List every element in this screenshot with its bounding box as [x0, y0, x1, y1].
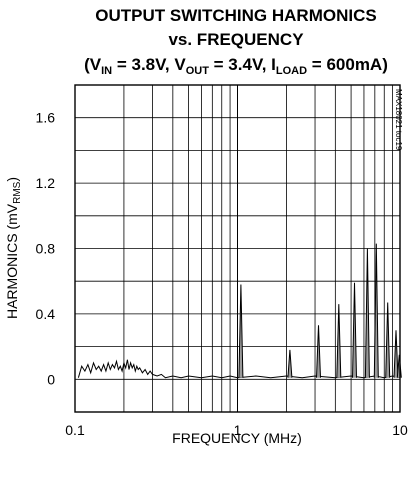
title3-part-3: OUT	[186, 65, 210, 77]
series	[77, 243, 402, 379]
harmonic-spike	[238, 284, 244, 378]
harmonic-spike	[385, 302, 391, 378]
chart-title-line2: vs. FREQUENCY	[168, 30, 304, 49]
harmonic-spike	[364, 248, 370, 378]
chart-title-line1: OUTPUT SWITCHING HARMONICS	[95, 6, 376, 25]
y-tick-label: 0	[47, 371, 55, 387]
title3-part-5: LOAD	[276, 65, 307, 77]
harmonic-spike	[287, 349, 293, 378]
harmonic-spike	[373, 243, 379, 378]
figure-id: MAX18021 toc19	[394, 89, 403, 151]
title3-part-4: = 3.4V, I	[209, 55, 276, 74]
harmonic-spike	[352, 282, 357, 378]
x-tick-labels: 0.1 1 10	[65, 422, 408, 438]
y-tick-label: 0.4	[36, 306, 56, 322]
x-tick-label: 1	[234, 422, 242, 438]
y-axis-label: HARMONICS (mVRMS)	[4, 177, 23, 319]
plot-frame	[74, 84, 401, 413]
y-tick-label: 0.8	[36, 241, 56, 257]
chart-title-line3: (VIN = 3.8V, VOUT = 3.4V, ILOAD = 600mA)	[84, 55, 388, 77]
x-tick-label: 0.1	[65, 422, 85, 438]
ylabel-part-0: HARMONICS (mV	[4, 203, 20, 319]
y-tick-label: 1.6	[36, 110, 56, 126]
y-tick-label: 1.2	[36, 175, 56, 191]
harmonic-spike	[336, 304, 342, 378]
harmonic-spike	[393, 330, 399, 378]
harmonic-spike	[316, 325, 321, 378]
title3-part-6: = 600mA)	[307, 55, 388, 74]
ylabel-part-1: RMS	[12, 181, 23, 204]
x-axis-label: FREQUENCY (MHz)	[172, 430, 302, 446]
title3-part-0: (V	[84, 55, 102, 74]
title3-part-2: = 3.8V, V	[112, 55, 186, 74]
y-tick-labels: 0 0.4 0.8 1.2 1.6	[36, 110, 56, 388]
x-tick-label: 10	[392, 422, 408, 438]
title3-part-1: IN	[101, 65, 112, 77]
noise-floor-trace	[77, 359, 401, 379]
ylabel-part-2: )	[4, 177, 20, 182]
